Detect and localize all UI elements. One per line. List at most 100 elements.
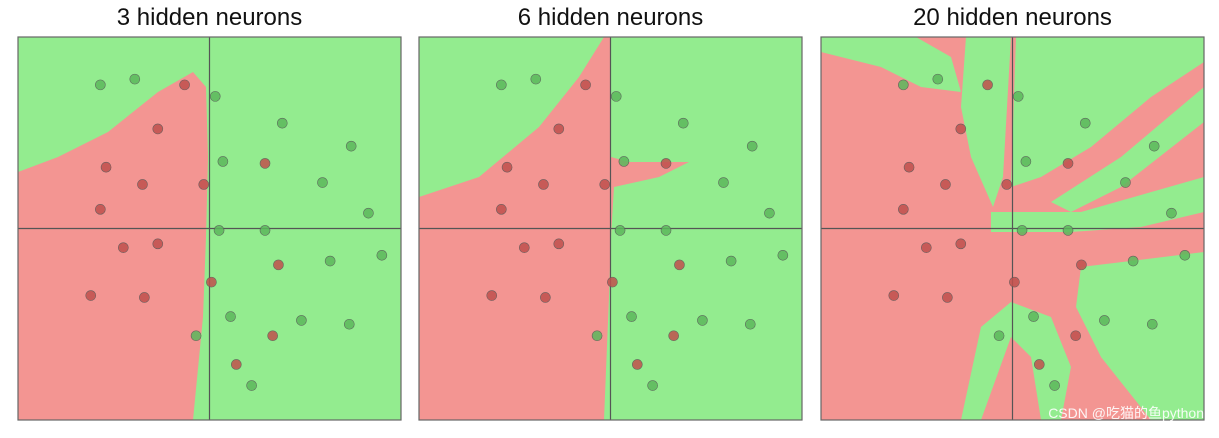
point [317,177,328,188]
point [921,242,932,253]
panel: 6 hidden neurons [418,4,803,421]
point [363,207,374,219]
point [179,79,190,91]
point [519,242,530,253]
point [129,73,141,85]
point [486,290,498,301]
point [259,158,271,169]
point [1146,318,1158,330]
point [718,177,729,188]
point [95,79,106,91]
point [324,255,336,267]
point [1020,156,1032,167]
point [139,292,150,303]
point [599,179,611,190]
point [888,290,900,301]
point [1179,250,1191,261]
point [190,330,202,342]
decision-region [18,72,208,420]
point [152,238,164,250]
point [1062,158,1074,169]
point [746,140,758,152]
point [225,311,236,322]
point [1148,140,1160,152]
point [343,318,355,330]
point [100,161,112,173]
point [697,315,708,326]
point [501,161,513,173]
panel: 20 hidden neurons [820,4,1205,421]
point [540,292,551,303]
point [614,225,626,236]
point [777,250,789,261]
point [496,79,507,91]
point [1062,225,1074,236]
point [246,380,257,391]
point [744,318,756,330]
decision-region [821,37,961,92]
point [273,259,284,271]
decision-region [1076,252,1204,420]
point [940,179,951,190]
point [496,204,507,215]
point [267,330,278,342]
chart-title: 6 hidden neurons [518,4,703,31]
point [626,311,637,322]
point [942,292,953,303]
point [1001,179,1013,190]
point [1127,255,1139,267]
point [591,330,603,342]
point [932,73,944,85]
point [903,161,915,173]
point [209,91,221,102]
point [955,123,967,135]
point [580,79,591,91]
point [152,123,164,135]
point [725,255,737,267]
point [898,204,909,215]
point [607,276,618,288]
point [213,225,225,236]
point [764,207,775,219]
point [206,276,217,288]
point [632,359,643,370]
point [118,242,129,253]
chart-title: 20 hidden neurons [913,4,1112,31]
point [276,117,288,129]
point [677,117,689,129]
point [217,156,229,167]
point [993,330,1005,342]
point [647,380,658,391]
point [198,179,210,190]
point [1009,276,1020,288]
point [660,158,672,169]
point [668,330,679,342]
decision-region [1051,87,1204,212]
point [345,140,357,152]
point [296,315,307,326]
point [1099,315,1110,326]
point [1034,359,1045,370]
decision-region [1011,37,1204,187]
point [1079,117,1091,129]
point [95,204,106,215]
frame [820,36,1205,421]
watermark: CSDN @吃猫的鱼python [1048,405,1204,421]
point [898,79,909,91]
point [1049,380,1060,391]
point [85,290,97,301]
point [231,359,242,370]
point [982,79,993,91]
decision-region [961,302,1071,420]
point [538,179,549,190]
point [1012,91,1024,102]
point [1016,225,1028,236]
point [660,225,672,236]
point [376,250,388,261]
point [137,179,148,190]
point [553,238,565,250]
point [955,238,967,250]
point [610,91,622,102]
point [259,225,271,236]
